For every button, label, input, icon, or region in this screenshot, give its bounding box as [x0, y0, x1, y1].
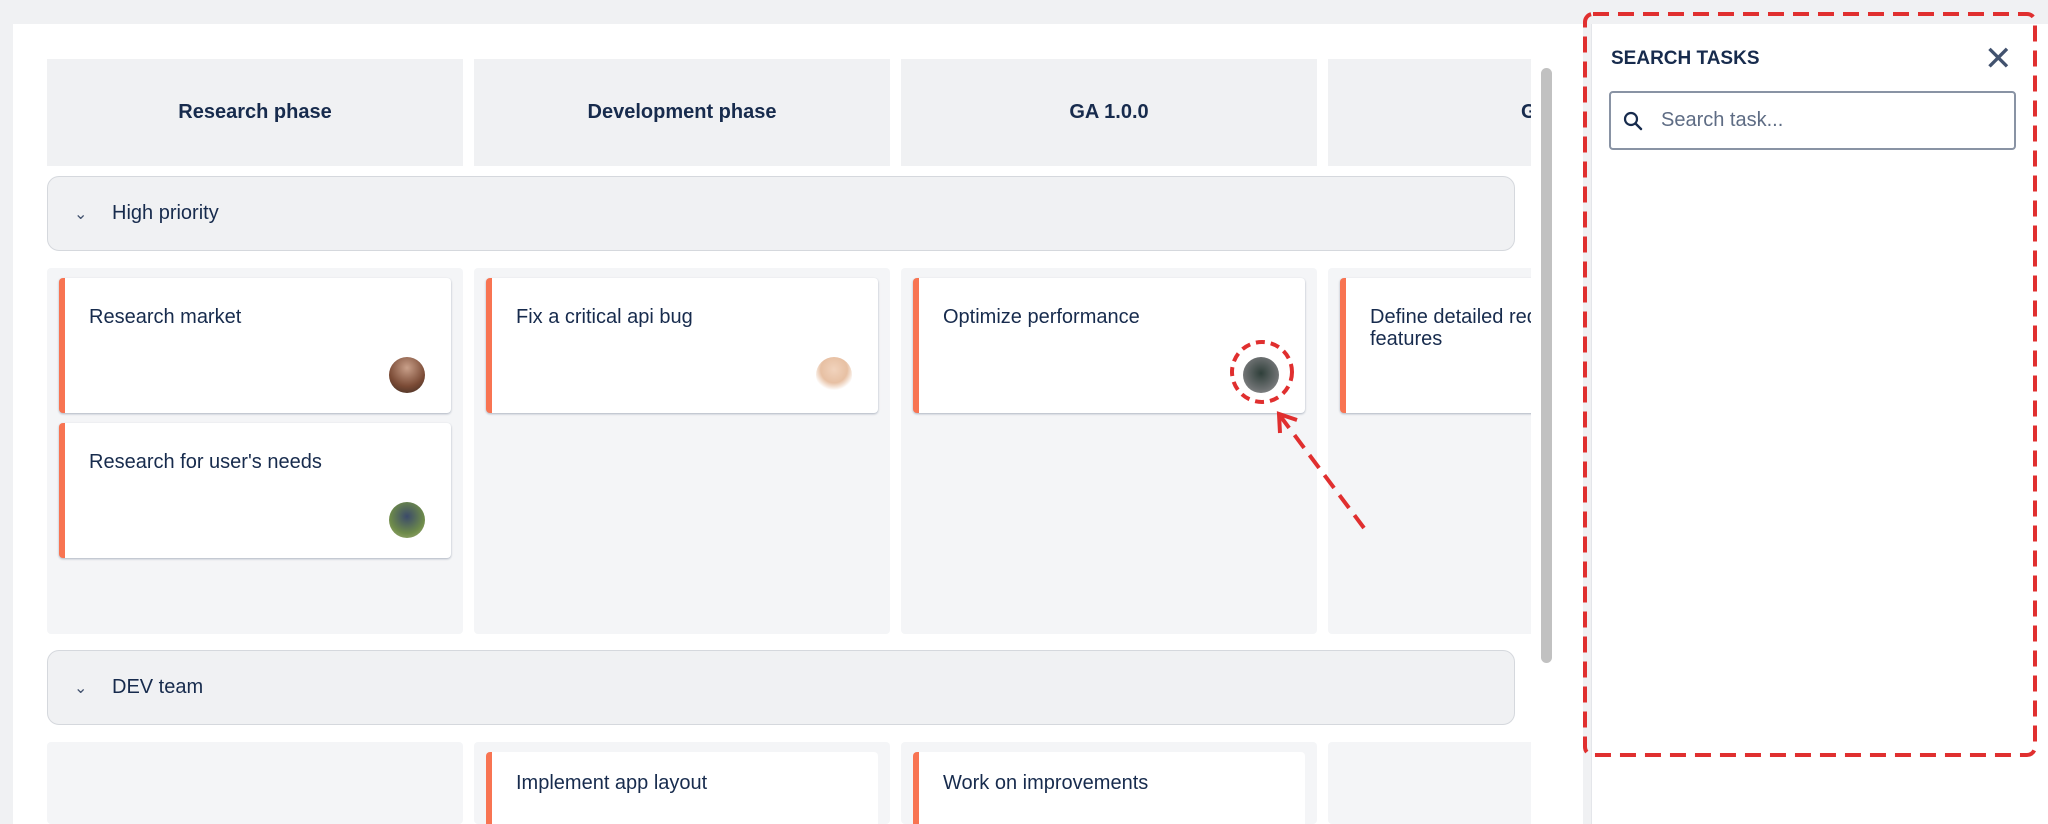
column-header: Research phase — [47, 59, 463, 166]
assignee-avatar[interactable] — [816, 357, 852, 393]
board-viewport: Research phase Development phase GA 1.0.0 G… — [47, 0, 1531, 824]
search-tasks-panel: SEARCH TASKS ✕ — [1591, 24, 2048, 824]
board-cell: Research market Research for user's needs — [47, 268, 463, 634]
task-card[interactable]: Work on improvements — [913, 752, 1305, 824]
swimlane-header[interactable]: ⌄ High priority — [47, 176, 1515, 251]
board-cell: Implement app layout — [474, 742, 890, 824]
swimlane-title: DEV team — [112, 676, 204, 698]
swimlane-header[interactable]: ⌄ DEV team — [47, 650, 1515, 725]
task-title: Research market — [89, 306, 242, 328]
assignee-avatar[interactable] — [389, 502, 425, 538]
task-card[interactable]: Implement app layout — [486, 752, 878, 824]
search-icon — [1623, 111, 1643, 130]
swimlane-title: High priority — [112, 202, 219, 224]
board-cell: Fix a critical api bug — [474, 268, 890, 634]
board-scrollbar[interactable] — [1541, 68, 1552, 663]
task-card[interactable]: Research for user's needs — [59, 423, 451, 558]
task-card[interactable]: Research market — [59, 278, 451, 413]
task-card[interactable]: Fix a critical api bug — [486, 278, 878, 413]
search-field[interactable] — [1609, 91, 2016, 150]
column-header: GA — [1328, 59, 1531, 166]
task-title: Research for user's needs — [89, 451, 322, 473]
task-title: Work on improvements — [943, 772, 1149, 794]
task-card[interactable]: Define detailed requirements for new fea… — [1340, 278, 1531, 413]
column-header: Development phase — [474, 59, 890, 166]
board-cell — [1328, 742, 1531, 824]
board-cell: Define detailed requirements for new fea… — [1328, 268, 1531, 634]
board-cell: Optimize performance — [901, 268, 1317, 634]
task-title: Optimize performance — [943, 306, 1140, 328]
board-cell: Work on improvements — [901, 742, 1317, 824]
task-title: Fix a critical api bug — [516, 306, 693, 328]
assignee-avatar[interactable] — [389, 357, 425, 393]
search-input[interactable] — [1661, 109, 2001, 132]
assignee-avatar[interactable] — [1243, 357, 1279, 393]
chevron-down-icon[interactable]: ⌄ — [74, 205, 88, 223]
task-title: Define detailed requirements for new fea… — [1370, 306, 1531, 350]
panel-title: SEARCH TASKS — [1611, 48, 1760, 69]
task-title: Implement app layout — [516, 772, 708, 794]
task-card[interactable]: Optimize performance — [913, 278, 1305, 413]
column-header: GA 1.0.0 — [901, 59, 1317, 166]
close-icon[interactable]: ✕ — [1984, 40, 2013, 78]
board-cell — [47, 742, 463, 824]
chevron-down-icon[interactable]: ⌄ — [74, 679, 88, 697]
